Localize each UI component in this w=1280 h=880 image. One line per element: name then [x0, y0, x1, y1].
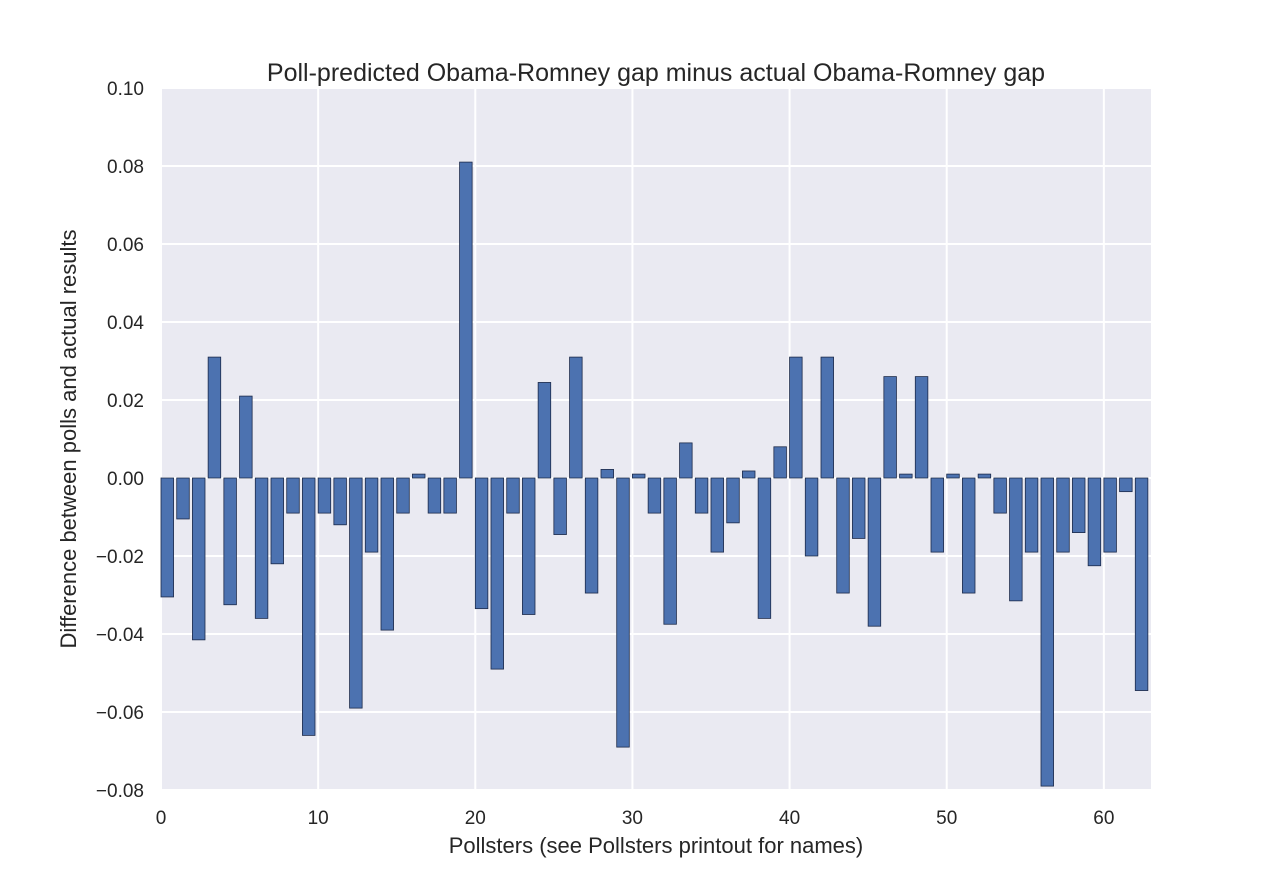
bar [804, 477, 819, 557]
bar [364, 477, 379, 553]
bar [474, 477, 489, 610]
bar [993, 477, 1007, 514]
y-tick-label: 0.08 [107, 157, 144, 178]
x-tick-label: 40 [779, 808, 800, 829]
bar [1119, 477, 1133, 493]
bar [302, 477, 316, 736]
bar [537, 382, 552, 479]
y-axis-label: Difference between polls and actual resu… [56, 229, 81, 648]
bar [176, 477, 190, 520]
bar [412, 473, 426, 479]
bar [1056, 477, 1070, 553]
bar [726, 477, 740, 524]
bar [427, 477, 442, 514]
bar [679, 442, 693, 479]
bar [317, 477, 332, 514]
bar [396, 477, 410, 514]
x-tick-label: 10 [308, 808, 329, 829]
x-tick-label: 30 [622, 808, 643, 829]
bar [286, 477, 300, 514]
grid-lines [160, 87, 1151, 791]
bar [490, 477, 504, 670]
bar [1009, 477, 1023, 602]
bar [1134, 477, 1149, 691]
bar [757, 477, 772, 619]
bars [160, 161, 1149, 787]
bar [192, 477, 206, 641]
bar [553, 477, 567, 535]
bar [380, 477, 394, 631]
y-tick-label: −0.08 [96, 781, 144, 802]
bar [600, 469, 614, 479]
bar [584, 477, 599, 594]
tick-labels: 0 10 20 30 40 50 60 0.10 0.08 0.06 0.04 0.02 0.00 −0.… [96, 79, 1115, 829]
bar [930, 477, 944, 553]
bar [867, 477, 882, 627]
bar [914, 376, 929, 479]
plot-background [161, 88, 1151, 790]
y-tick-label: 0.02 [107, 391, 144, 412]
x-axis-label: Pollsters (see Pollsters printout for na… [449, 833, 864, 858]
bar [506, 477, 520, 514]
bar [522, 477, 536, 615]
bar [443, 477, 457, 514]
bar [1040, 477, 1054, 787]
bar [977, 473, 992, 479]
bar [333, 477, 347, 526]
bar [883, 376, 897, 479]
bar [459, 161, 473, 479]
bar [569, 356, 583, 479]
bar [836, 477, 850, 594]
bar [207, 356, 222, 479]
bar [694, 477, 709, 514]
bar [223, 477, 237, 606]
bar [1024, 477, 1039, 553]
bar [820, 356, 834, 479]
x-tick-label: 20 [465, 808, 486, 829]
bar [663, 477, 677, 625]
x-tick-label: 50 [936, 808, 957, 829]
y-tick-label: 0.00 [107, 469, 144, 490]
bar [1072, 477, 1086, 533]
bar [160, 477, 174, 598]
bar [962, 477, 976, 594]
chart-title: Poll-predicted Obama-Romney gap minus ac… [267, 59, 1045, 87]
bar [1087, 477, 1102, 567]
bar [710, 477, 724, 553]
y-tick-label: −0.02 [96, 547, 144, 568]
bar [946, 473, 960, 479]
y-tick-label: 0.04 [107, 313, 144, 334]
bar [742, 470, 756, 479]
bar [773, 446, 787, 479]
y-tick-label: 0.10 [107, 79, 144, 100]
bar [789, 356, 803, 479]
bar [616, 477, 630, 748]
y-tick-label: 0.06 [107, 235, 144, 256]
bar [349, 477, 363, 709]
bar [270, 477, 284, 565]
bar [852, 477, 866, 539]
y-tick-label: −0.04 [96, 625, 145, 646]
bar [239, 395, 253, 479]
x-tick-label: 0 [156, 808, 167, 829]
x-tick-label: 60 [1093, 808, 1114, 829]
bar [254, 477, 269, 619]
bar [632, 473, 646, 479]
bar [647, 477, 662, 514]
bar [899, 473, 913, 479]
y-tick-label: −0.06 [96, 703, 144, 724]
bar [1103, 477, 1117, 553]
